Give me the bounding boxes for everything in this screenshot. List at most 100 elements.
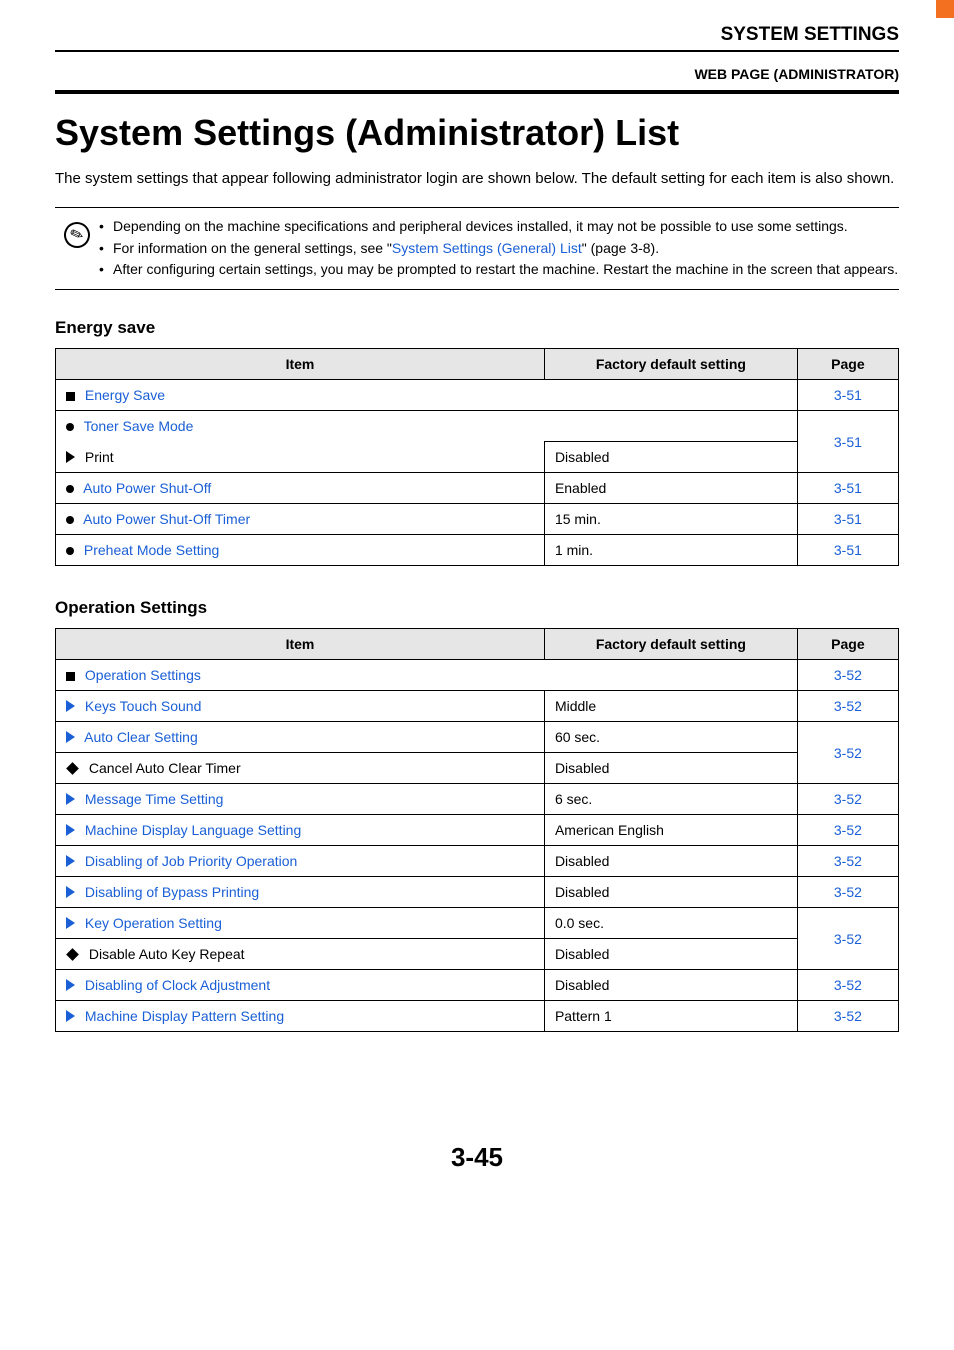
page-link[interactable]: 3-52 [834, 931, 862, 947]
triangle-bullet-icon [66, 700, 75, 712]
item-cell: Key Operation Setting [56, 908, 545, 939]
item-cell: Energy Save [56, 380, 798, 411]
th-item: Item [56, 629, 545, 660]
page-link[interactable]: 3-51 [834, 511, 862, 527]
cancel-auto-clear-label: Cancel Auto Clear Timer [89, 760, 241, 776]
section-heading: SYSTEM SETTINGS [55, 24, 899, 46]
page-link[interactable]: 3-52 [834, 791, 862, 807]
page-cell: 3-52 [797, 846, 898, 877]
default-cell: Disabled [544, 442, 797, 473]
th-item: Item [56, 349, 545, 380]
note-icon: ✎ [55, 216, 99, 281]
table-row: Disable Auto Key Repeat Disabled [56, 939, 899, 970]
page-link[interactable]: 3-52 [834, 745, 862, 761]
table-row: Auto Power Shut-Off Enabled 3-51 [56, 473, 899, 504]
circle-bullet-icon [66, 485, 74, 493]
triangle-bullet-icon [66, 979, 75, 991]
note-bullet-2-pre: For information on the general settings,… [113, 240, 392, 256]
default-cell: 0.0 sec. [544, 908, 797, 939]
table-row: Machine Display Language Setting America… [56, 815, 899, 846]
item-cell: Auto Clear Setting [56, 722, 545, 753]
note-bullet-1: Depending on the machine specifications … [99, 216, 899, 238]
default-cell: Disabled [544, 939, 797, 970]
page-link[interactable]: 3-52 [834, 1008, 862, 1024]
circle-bullet-icon [66, 423, 74, 431]
table-row: Auto Power Shut-Off Timer 15 min. 3-51 [56, 504, 899, 535]
page-cell: 3-52 [797, 1001, 898, 1032]
default-cell: Pattern 1 [544, 1001, 797, 1032]
square-bullet-icon [66, 672, 75, 681]
page-link[interactable]: 3-51 [834, 480, 862, 496]
message-time-setting-link[interactable]: Message Time Setting [85, 791, 224, 807]
auto-power-shutoff-timer-link[interactable]: Auto Power Shut-Off Timer [83, 511, 250, 527]
disabling-job-priority-link[interactable]: Disabling of Job Priority Operation [85, 853, 297, 869]
thick-rule [55, 90, 899, 94]
table-row: Energy Save 3-51 [56, 380, 899, 411]
note-bullet-2-post: " (page 3-8). [582, 240, 659, 256]
auto-clear-setting-link[interactable]: Auto Clear Setting [84, 729, 198, 745]
table-row: Disabling of Job Priority Operation Disa… [56, 846, 899, 877]
th-page: Page [797, 349, 898, 380]
page-cell: 3-52 [797, 815, 898, 846]
triangle-bullet-icon [66, 731, 75, 743]
triangle-bullet-icon [66, 451, 75, 463]
page-link[interactable]: 3-51 [834, 387, 862, 403]
page-cell: 3-52 [797, 877, 898, 908]
th-page: Page [797, 629, 898, 660]
operation-settings-title: Operation Settings [55, 598, 899, 618]
default-cell: Disabled [544, 753, 797, 784]
table-row: Print Disabled [56, 442, 899, 473]
top-strip-orange [936, 0, 954, 18]
default-cell: 15 min. [544, 504, 797, 535]
note-bullet-2: For information on the general settings,… [99, 238, 899, 260]
page-link[interactable]: 3-51 [834, 542, 862, 558]
top-strip-white [0, 0, 936, 18]
item-cell: Operation Settings [56, 660, 798, 691]
table-row: Keys Touch Sound Middle 3-52 [56, 691, 899, 722]
page-cell: 3-51 [797, 535, 898, 566]
triangle-bullet-icon [66, 1010, 75, 1022]
disabling-clock-adjustment-link[interactable]: Disabling of Clock Adjustment [85, 977, 270, 993]
machine-display-pattern-link[interactable]: Machine Display Pattern Setting [85, 1008, 284, 1024]
general-settings-link[interactable]: System Settings (General) List [392, 240, 582, 256]
disabling-bypass-printing-link[interactable]: Disabling of Bypass Printing [85, 884, 259, 900]
operation-settings-link[interactable]: Operation Settings [85, 667, 201, 683]
preheat-mode-link[interactable]: Preheat Mode Setting [84, 542, 219, 558]
default-cell: Disabled [544, 877, 797, 908]
energy-save-link[interactable]: Energy Save [85, 387, 165, 403]
table-row: Cancel Auto Clear Timer Disabled [56, 753, 899, 784]
triangle-bullet-icon [66, 793, 75, 805]
table-row: Preheat Mode Setting 1 min. 3-51 [56, 535, 899, 566]
key-operation-setting-link[interactable]: Key Operation Setting [85, 915, 222, 931]
table-row: Disabling of Bypass Printing Disabled 3-… [56, 877, 899, 908]
th-default: Factory default setting [544, 629, 797, 660]
item-cell: Machine Display Pattern Setting [56, 1001, 545, 1032]
page-link[interactable]: 3-51 [834, 434, 862, 450]
page-link[interactable]: 3-52 [834, 822, 862, 838]
page-link[interactable]: 3-52 [834, 667, 862, 683]
page-cell: 3-52 [797, 722, 898, 784]
page-link[interactable]: 3-52 [834, 977, 862, 993]
machine-display-language-link[interactable]: Machine Display Language Setting [85, 822, 301, 838]
note-box: ✎ Depending on the machine specification… [55, 207, 899, 290]
page-cell: 3-51 [797, 504, 898, 535]
page-link[interactable]: 3-52 [834, 884, 862, 900]
default-cell: 60 sec. [544, 722, 797, 753]
auto-power-shutoff-link[interactable]: Auto Power Shut-Off [83, 480, 211, 496]
item-cell: Auto Power Shut-Off [56, 473, 545, 504]
item-cell: Disabling of Clock Adjustment [56, 970, 545, 1001]
default-cell: Disabled [544, 846, 797, 877]
page-link[interactable]: 3-52 [834, 698, 862, 714]
item-cell: Disabling of Bypass Printing [56, 877, 545, 908]
table-row: Machine Display Pattern Setting Pattern … [56, 1001, 899, 1032]
page-cell: 3-52 [797, 691, 898, 722]
triangle-bullet-icon [66, 855, 75, 867]
page-cell: 3-52 [797, 970, 898, 1001]
page-link[interactable]: 3-52 [834, 853, 862, 869]
page-cell: 3-52 [797, 784, 898, 815]
keys-touch-sound-link[interactable]: Keys Touch Sound [85, 698, 202, 714]
th-default: Factory default setting [544, 349, 797, 380]
item-cell: Keys Touch Sound [56, 691, 545, 722]
item-cell: Print [56, 442, 545, 473]
toner-save-link[interactable]: Toner Save Mode [84, 418, 194, 434]
